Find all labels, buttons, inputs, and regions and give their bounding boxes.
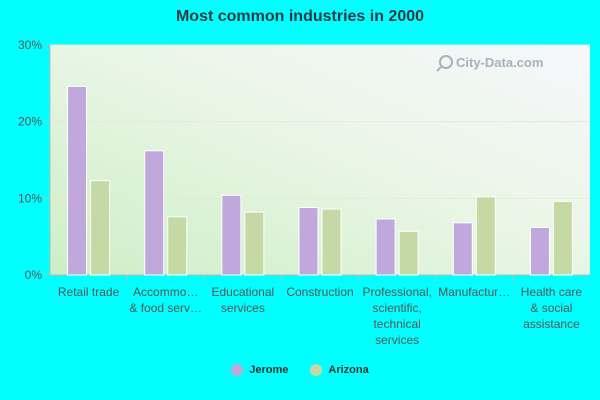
bar-arizona-6: [552, 200, 573, 276]
x-tick-label: Educational: [211, 285, 274, 299]
legend-item-arizona: Arizona: [310, 364, 369, 376]
bar-arizona-2: [244, 211, 265, 276]
bar-jerome-5: [452, 222, 473, 276]
y-tick-label: 20%: [18, 115, 42, 129]
x-tick-label: Retail trade: [58, 285, 120, 299]
legend-swatch-jerome: [231, 364, 244, 376]
plot-background: [50, 45, 590, 275]
bar-arizona-5: [475, 196, 496, 276]
x-tick-label: Construction: [286, 285, 353, 299]
y-tick-label: 10%: [18, 191, 42, 205]
legend-label-jerome: Jerome: [249, 364, 289, 376]
watermark-magnifier-handle: [436, 66, 442, 72]
x-tick-label: Professional,: [362, 285, 431, 299]
bar-jerome-2: [221, 194, 242, 276]
x-tick-label: Accommo…: [133, 285, 198, 299]
legend-swatch-arizona: [310, 364, 323, 376]
bar-arizona-3: [321, 208, 342, 276]
y-tick-label: 30%: [18, 38, 42, 52]
x-tick-label: Manufactur…: [438, 285, 510, 299]
chart-legend: Jerome Arizona: [0, 364, 600, 376]
x-tick-label: scientific,: [372, 301, 421, 315]
x-tick-label: assistance: [523, 317, 580, 331]
legend-item-jerome: Jerome: [231, 364, 288, 376]
watermark-magnifier-icon: [439, 55, 453, 69]
x-tick-label: technical: [373, 317, 420, 331]
watermark: City-Data.com: [436, 55, 543, 72]
chart-title: Most common industries in 2000: [175, 8, 425, 25]
bar-chart: 0% 10% 20% 30% Retail trade Accommo… & food se…: [18, 38, 590, 347]
bar-jerome-1: [144, 150, 165, 276]
bar-arizona-1: [167, 216, 188, 276]
bar-jerome-4: [375, 218, 396, 276]
x-tick-label: services: [375, 333, 419, 347]
y-tick-label: 0%: [25, 268, 43, 282]
x-tick-label: services: [221, 301, 265, 315]
bar-jerome-0: [67, 85, 88, 276]
bar-jerome-6: [529, 226, 550, 276]
bar-arizona-4: [398, 230, 419, 276]
bar-arizona-0: [90, 180, 111, 276]
x-tick-label: Health care: [521, 285, 583, 299]
legend-label-arizona: Arizona: [328, 364, 369, 376]
x-tick-label: & food serv…: [129, 301, 202, 315]
x-tick-label: & social: [530, 301, 572, 315]
bar-jerome-3: [298, 207, 319, 276]
watermark-text: City-Data.com: [456, 55, 543, 70]
